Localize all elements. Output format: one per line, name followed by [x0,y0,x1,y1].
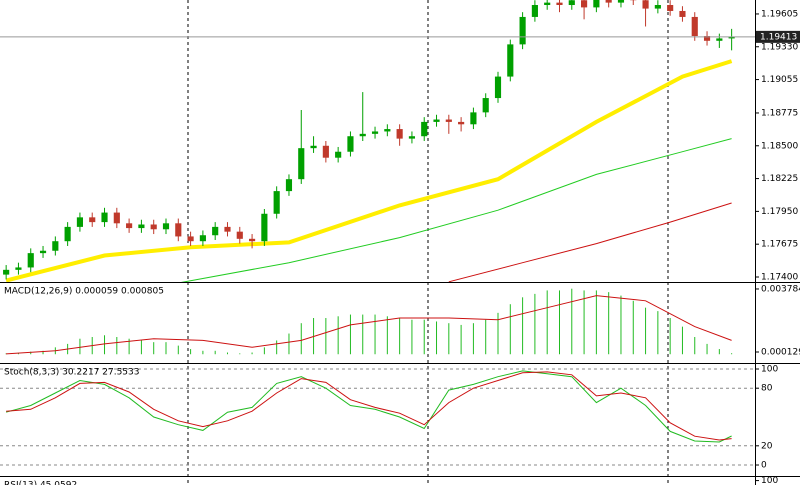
candle-body [494,76,502,99]
candle-body [617,0,625,3]
indicator-line [5,370,732,443]
y-tick-label: 80 [761,384,773,394]
candle-body [101,212,108,223]
y-tick-label: 1.18225 [761,174,798,184]
candle-body [421,121,428,137]
candle-body [224,226,231,232]
candle-body [187,236,194,242]
y-tick-label: 1.19330 [761,42,798,52]
candle-body [212,226,219,236]
candle-body [76,217,84,227]
candle-body [150,224,157,230]
indicator-line [5,59,733,282]
indicator-line [6,371,732,441]
candle-body [568,0,575,6]
candle-body [126,223,133,229]
y-tick-label: 1.18775 [761,108,798,118]
candle-body [335,151,342,158]
candle-body [408,136,416,139]
y-tick-label: 0.003784 [761,284,800,294]
candle-body [642,0,649,9]
y-tick-label: 0.000129 [761,348,800,358]
candle-body [113,212,120,224]
candle-body [531,5,538,17]
candle-body [64,226,71,242]
indicator-line [180,138,732,282]
candle-body [691,16,698,37]
candle-body [396,129,403,139]
price-panel [0,0,755,282]
candle-body [544,2,551,6]
candle-body [175,223,182,237]
y-tick-label: 1.19605 [761,9,798,19]
y-tick-label: 100 [761,364,778,374]
axes: 1.19605 1.19330 1.19055 1.18775 1.18500 1.182… [755,9,800,485]
y-tick-label: 1.17400 [761,272,798,282]
last-price-label: 1.19413 [760,32,797,42]
candle-body [298,148,305,180]
candle-body [162,223,170,230]
candle-body [458,121,465,125]
candle-body [52,241,59,251]
candle-body [138,224,145,229]
candle-body [322,145,329,158]
candle-body [3,269,10,275]
candle-body [654,5,661,9]
indicator-line [448,202,732,282]
stoch-panel [0,368,755,466]
candle-body [482,98,489,113]
panel-title: MACD(12,26,9) 0.000059 0.000805 [4,287,164,297]
candle-body [199,235,206,242]
last-price-box [756,30,800,43]
macd-panel [5,288,733,355]
candle-body [27,253,34,268]
candle-body [347,136,354,152]
candle-body [310,145,317,149]
candle-body [605,0,612,3]
candle-body [519,16,526,45]
candle-body [703,36,711,41]
candle-body [728,36,735,39]
candle-body [273,191,280,214]
candle-body [285,179,293,192]
candle-body [15,267,22,270]
candle-body [371,131,379,134]
candle-body [679,10,686,17]
candle-body [359,133,366,137]
candle-body [507,44,514,77]
candle-body [261,213,268,242]
candle-body [470,112,477,125]
y-tick-label: 1.18500 [761,141,798,151]
y-tick-label: 1.19055 [761,75,798,85]
indicator-line [6,295,732,355]
candle-body [716,38,723,41]
candle-body [384,129,391,132]
candle-body [89,217,96,223]
panel-title: Stoch(8,3,3) 30.2217 27.5533 [4,368,139,378]
y-tick-label: 0 [761,461,767,471]
candle-body [667,5,674,11]
y-tick-label: 1.17950 [761,207,798,217]
candle-body [445,119,452,122]
candle-body [581,0,588,8]
panel-title: RSI(13) 45.0592 [4,481,77,485]
candle-body [433,119,440,122]
candle-body [556,2,563,6]
y-tick-label: 1.17675 [761,240,798,250]
y-tick-label: 100 [761,476,778,485]
candle-body [39,250,47,254]
candle-body [593,0,600,8]
candle-body [249,238,256,242]
y-tick-label: 20 [761,441,773,451]
candle-body [236,231,243,239]
